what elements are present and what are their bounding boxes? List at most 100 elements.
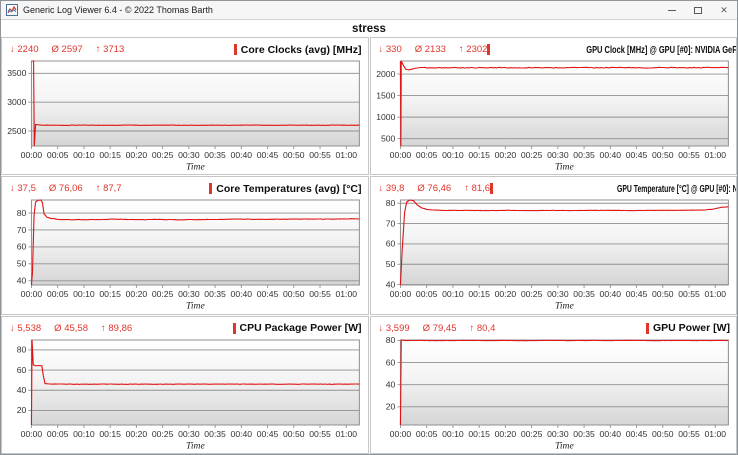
chart-core-clocks[interactable]: 2500 3000 3500 00:00 00:05 00:10 00:15 00:20 00:… <box>2 58 368 174</box>
svg-text:70: 70 <box>385 219 395 229</box>
svg-text:00:30: 00:30 <box>547 150 569 160</box>
stat-avg: Ø 76,46 <box>417 183 452 195</box>
svg-text:00:15: 00:15 <box>468 289 490 299</box>
stat-max: ↑ 3713 <box>95 44 125 55</box>
svg-text:80: 80 <box>385 198 395 208</box>
stat-min: ↓ 330 <box>378 44 402 55</box>
svg-text:00:30: 00:30 <box>178 429 200 439</box>
svg-text:60: 60 <box>385 357 395 367</box>
stat-min: ↓ 39,8 <box>378 183 405 195</box>
svg-text:01:00: 01:00 <box>704 150 726 160</box>
svg-text:00:00: 00:00 <box>389 150 411 160</box>
chart-gpu-clock[interactable]: 500 1000 1500 2000 00:00 00:05 00:10 00:15 00:20… <box>371 58 737 174</box>
svg-text:00:05: 00:05 <box>47 289 69 299</box>
svg-text:00:35: 00:35 <box>573 289 595 299</box>
stat-avg: Ø 76,06 <box>48 183 83 195</box>
svg-text:Time: Time <box>555 162 574 173</box>
svg-text:00:40: 00:40 <box>231 150 253 160</box>
svg-text:00:50: 00:50 <box>652 429 674 439</box>
svg-text:01:00: 01:00 <box>704 429 726 439</box>
svg-text:00:55: 00:55 <box>309 429 331 439</box>
svg-text:00:50: 00:50 <box>283 150 305 160</box>
chart-core-temperatures[interactable]: 40 50 60 70 80 00:00 00:05 00:10 00:15 00:20 00:25… <box>2 197 368 313</box>
svg-text:3000: 3000 <box>7 97 26 107</box>
svg-text:00:10: 00:10 <box>442 289 464 299</box>
svg-text:00:00: 00:00 <box>21 150 43 160</box>
svg-text:00:15: 00:15 <box>468 429 490 439</box>
svg-text:00:55: 00:55 <box>678 150 700 160</box>
window-title: Generic Log Viewer 6.4 - © 2022 Thomas B… <box>23 5 213 15</box>
series-legend-marker <box>487 44 491 55</box>
svg-text:01:00: 01:00 <box>335 289 357 299</box>
chart-gpu-temperature[interactable]: 40 50 60 70 80 00:00 00:05 00:10 00:15 00:20 00:25… <box>371 197 737 313</box>
svg-text:00:25: 00:25 <box>152 289 174 299</box>
chart-title: GPU Clock [MHz] @ GPU [#0]: NVIDIA GeFor… <box>487 44 736 56</box>
svg-text:01:00: 01:00 <box>335 150 357 160</box>
panel-gpu-power: ↓ 3,599 Ø 79,45 ↑ 80,4 GPU Power [W] 20 4… <box>369 315 737 454</box>
stat-max: ↑ 2302 <box>458 44 488 55</box>
svg-text:00:20: 00:20 <box>126 150 148 160</box>
svg-text:00:55: 00:55 <box>309 289 331 299</box>
stat-avg: Ø 2597 <box>51 44 83 55</box>
svg-text:00:40: 00:40 <box>599 150 621 160</box>
svg-text:00:40: 00:40 <box>231 289 253 299</box>
stat-avg: Ø 79,45 <box>422 322 457 334</box>
close-icon: ✕ <box>720 4 728 15</box>
svg-text:00:10: 00:10 <box>442 150 464 160</box>
svg-text:40: 40 <box>385 379 395 389</box>
svg-text:Time: Time <box>555 440 574 451</box>
svg-text:80: 80 <box>385 337 395 345</box>
svg-text:00:50: 00:50 <box>652 150 674 160</box>
svg-text:00:55: 00:55 <box>309 150 331 160</box>
maximize-icon <box>694 6 702 14</box>
chart-title: GPU Temperature [°C] @ GPU [#0]: NVIDIA … <box>490 183 736 195</box>
stat-max: ↑ 89,86 <box>100 322 133 334</box>
svg-text:00:50: 00:50 <box>283 289 305 299</box>
svg-text:60: 60 <box>385 239 395 249</box>
stat-max: ↑ 80,4 <box>469 322 496 334</box>
svg-text:00:00: 00:00 <box>21 429 43 439</box>
app-icon <box>6 4 18 16</box>
svg-text:50: 50 <box>17 259 27 269</box>
svg-text:40: 40 <box>385 280 395 290</box>
svg-text:40: 40 <box>17 276 27 286</box>
maximize-button[interactable] <box>685 1 711 19</box>
minimize-button[interactable] <box>659 1 685 19</box>
svg-text:00:10: 00:10 <box>73 150 95 160</box>
svg-text:00:55: 00:55 <box>678 289 700 299</box>
svg-text:00:15: 00:15 <box>468 150 490 160</box>
chart-title: Core Clocks (avg) [MHz] <box>233 44 362 56</box>
svg-text:00:05: 00:05 <box>415 289 437 299</box>
svg-text:00:00: 00:00 <box>389 429 411 439</box>
title-bar[interactable]: Generic Log Viewer 6.4 - © 2022 Thomas B… <box>1 1 737 20</box>
svg-text:20: 20 <box>385 401 395 411</box>
svg-text:00:40: 00:40 <box>231 429 253 439</box>
stat-min: ↓ 3,599 <box>378 322 410 334</box>
svg-text:500: 500 <box>380 134 395 144</box>
series-legend-marker <box>233 44 237 55</box>
panel-core-temperatures: ↓ 37,5 Ø 76,06 ↑ 87,7 Core Temperatures … <box>1 176 369 315</box>
chart-cpu-package-power[interactable]: 20 40 60 80 00:00 00:05 00:10 00:15 00:20 00:25 00… <box>2 337 368 453</box>
chart-gpu-power[interactable]: 20 40 60 80 00:00 00:05 00:10 00:15 00:20 00:25 00… <box>371 337 737 453</box>
stat-avg: Ø 2133 <box>414 44 446 55</box>
svg-text:1500: 1500 <box>376 90 395 100</box>
chart-title: GPU Power [W] <box>645 322 730 334</box>
svg-text:00:05: 00:05 <box>415 150 437 160</box>
svg-text:50: 50 <box>385 259 395 269</box>
svg-text:00:10: 00:10 <box>73 289 95 299</box>
window-controls: ✕ <box>659 1 737 19</box>
svg-text:00:50: 00:50 <box>652 289 674 299</box>
log-title: stress <box>352 22 386 35</box>
panel-core-clocks: ↓ 2240 Ø 2597 ↑ 3713 Core Clocks (avg) [… <box>1 37 369 176</box>
svg-text:00:25: 00:25 <box>520 150 542 160</box>
svg-text:00:30: 00:30 <box>178 150 200 160</box>
panel-gpu-clock: ↓ 330 Ø 2133 ↑ 2302 GPU Clock [MHz] @ GP… <box>369 37 737 176</box>
svg-text:00:05: 00:05 <box>415 429 437 439</box>
close-button[interactable]: ✕ <box>711 1 737 19</box>
svg-text:00:20: 00:20 <box>494 289 516 299</box>
svg-text:Time: Time <box>186 301 205 312</box>
svg-text:00:45: 00:45 <box>625 429 647 439</box>
svg-text:01:00: 01:00 <box>335 429 357 439</box>
svg-text:80: 80 <box>17 208 27 218</box>
svg-text:80: 80 <box>17 344 27 354</box>
